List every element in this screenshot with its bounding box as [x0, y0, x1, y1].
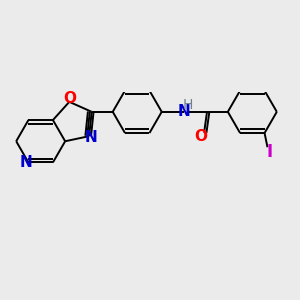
- Text: N: N: [85, 130, 98, 145]
- Text: O: O: [194, 129, 207, 144]
- Text: I: I: [267, 143, 273, 161]
- Text: N: N: [20, 155, 32, 170]
- Text: H: H: [183, 98, 193, 112]
- Text: N: N: [177, 104, 190, 119]
- Text: O: O: [63, 91, 76, 106]
